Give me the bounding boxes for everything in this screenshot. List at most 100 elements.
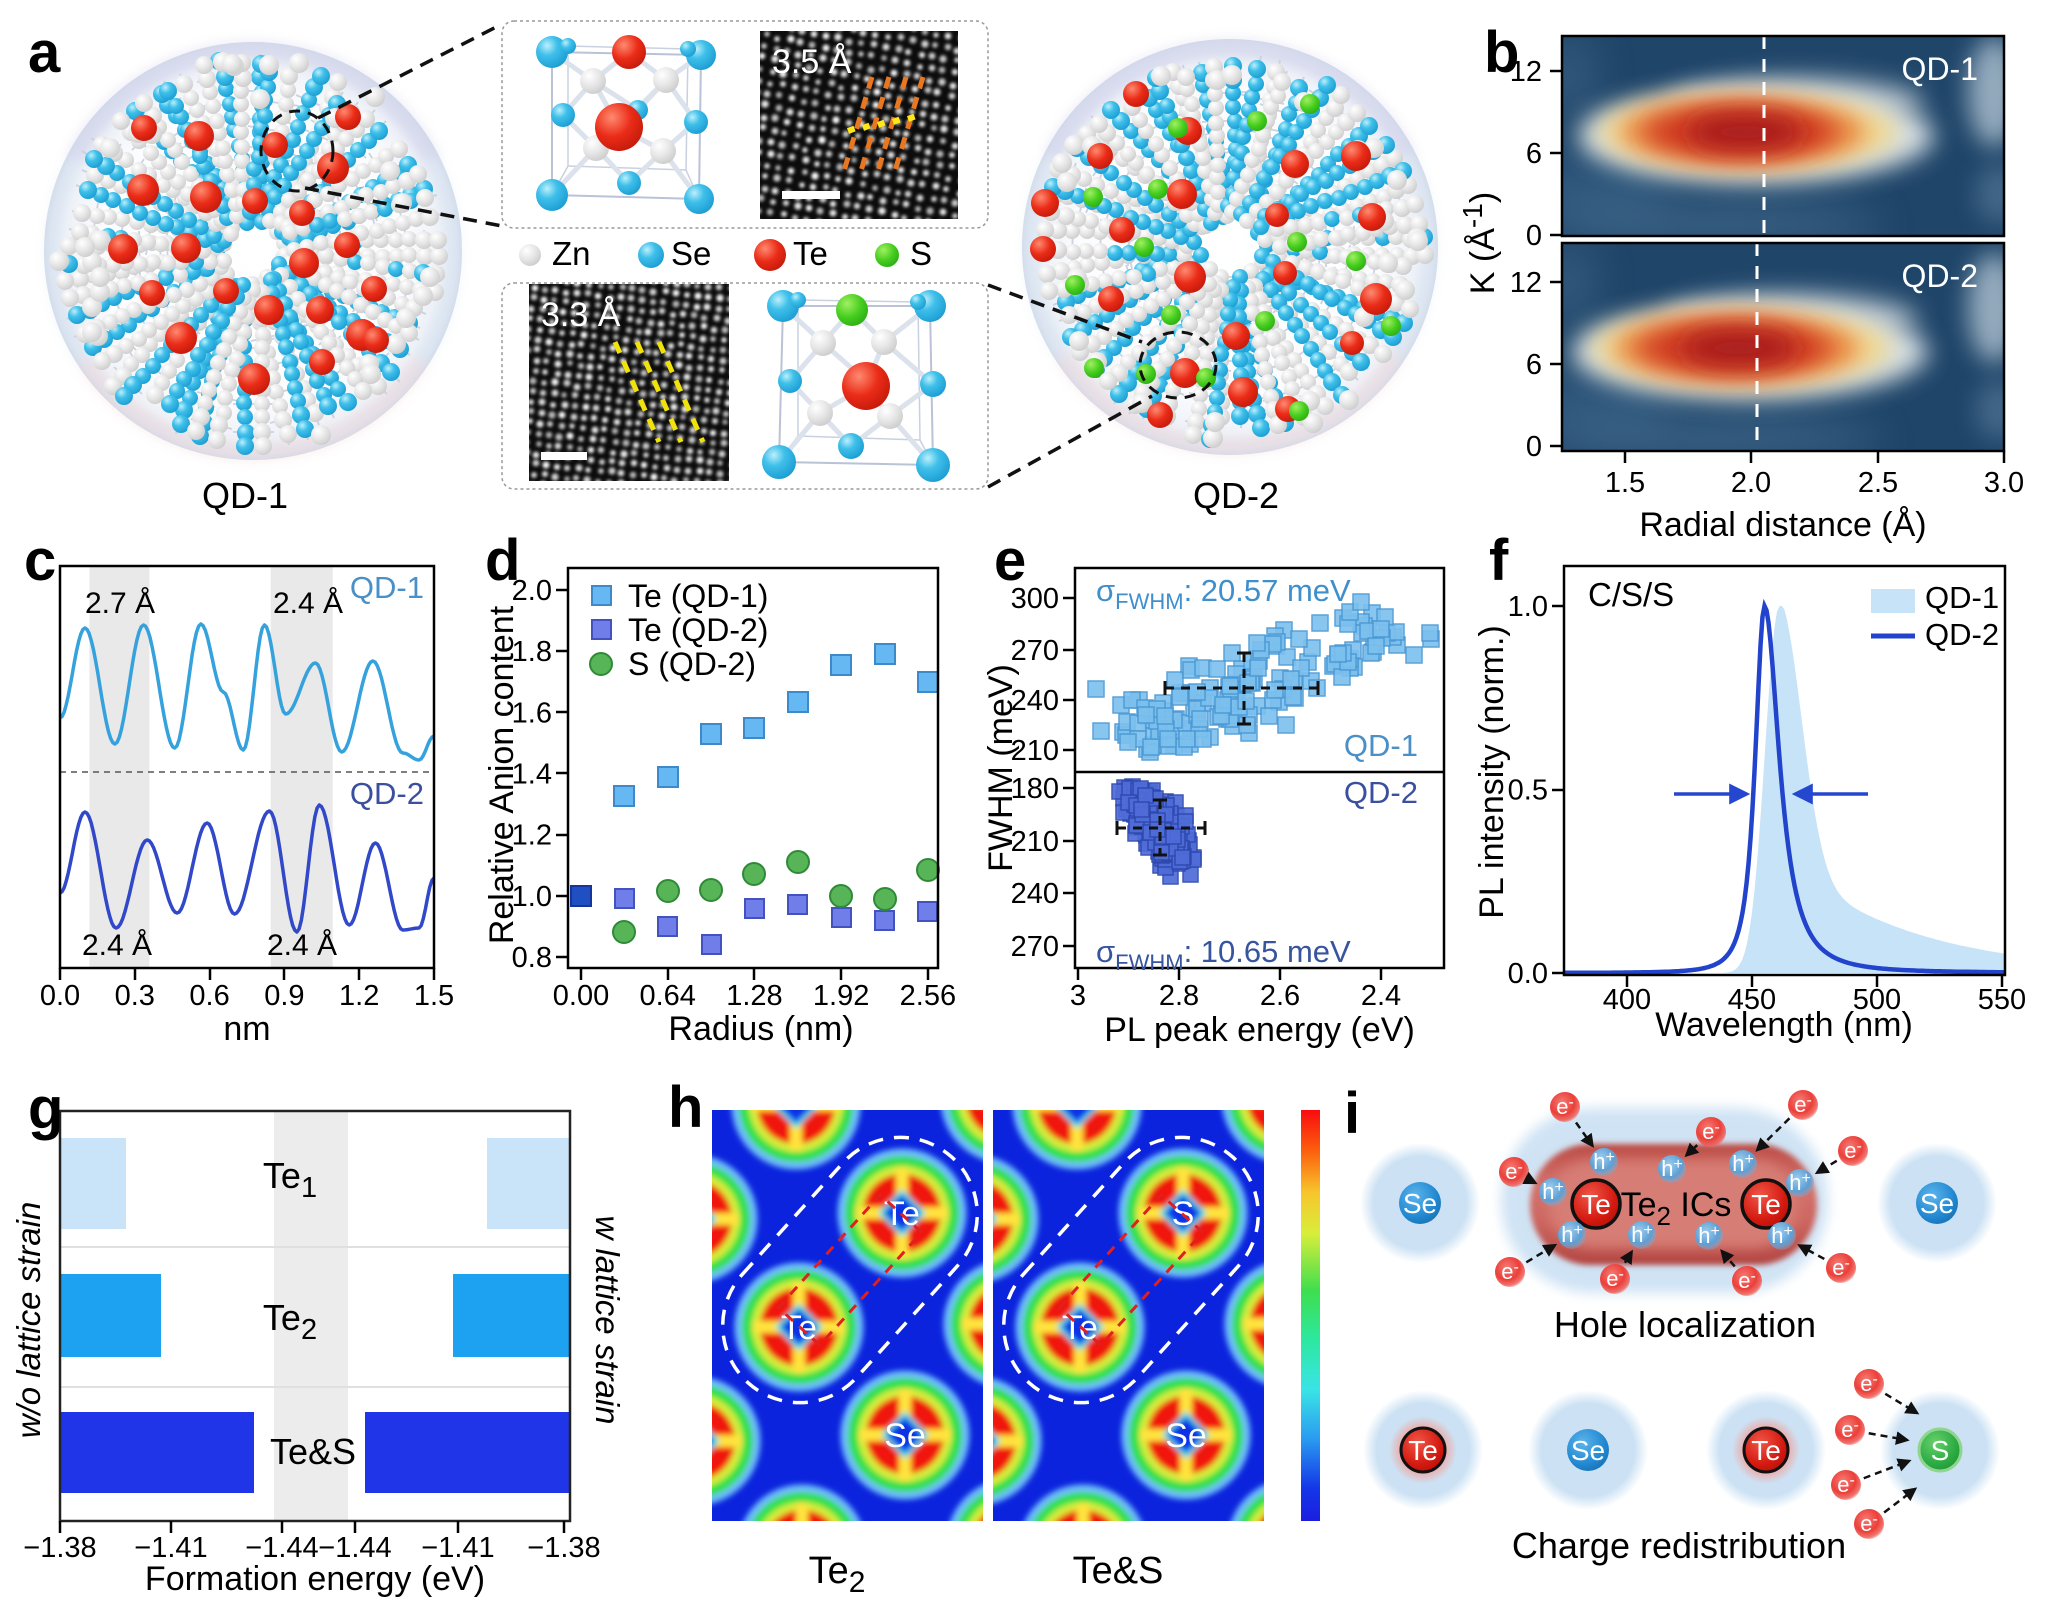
svg-text:1.2: 1.2: [339, 980, 379, 1012]
svg-text:0.00: 0.00: [553, 980, 609, 1012]
svg-text:Wavelength (nm): Wavelength (nm): [1655, 1006, 1913, 1044]
svg-text:Te2: Te2: [809, 1550, 866, 1599]
svg-text:1.5: 1.5: [414, 980, 454, 1012]
svg-text:Se: Se: [1571, 1435, 1605, 1466]
svg-text:nm: nm: [223, 1010, 270, 1048]
svg-text:1.6: 1.6: [512, 697, 552, 729]
svg-text:QD-2: QD-2: [350, 776, 424, 811]
svg-text:2.5: 2.5: [1858, 467, 1898, 499]
svg-text:1.5: 1.5: [1605, 467, 1645, 499]
svg-text:w lattice strain: w lattice strain: [589, 1215, 626, 1424]
svg-text:g: g: [28, 1076, 63, 1141]
svg-text:Charge redistribution: Charge redistribution: [1512, 1525, 1846, 1566]
svg-text:Te&S: Te&S: [1073, 1550, 1164, 1592]
svg-text:1.8: 1.8: [512, 636, 552, 668]
svg-text:QD-1: QD-1: [1925, 580, 1999, 615]
svg-text:2.7 Å: 2.7 Å: [85, 587, 155, 620]
svg-text:0.9: 0.9: [264, 980, 304, 1012]
svg-text:−1.38: −1.38: [527, 1532, 600, 1564]
svg-text:3: 3: [1070, 980, 1086, 1012]
svg-text:0.6: 0.6: [189, 980, 229, 1012]
svg-text:PL intensity (norm.): PL intensity (norm.): [1473, 625, 1511, 919]
svg-text:2.4 Å: 2.4 Å: [267, 929, 337, 962]
svg-text:Se: Se: [1165, 1417, 1207, 1455]
svg-text:0.8: 0.8: [512, 942, 552, 974]
svg-text:−1.44: −1.44: [318, 1532, 391, 1564]
svg-text:QD-1: QD-1: [1902, 51, 1978, 87]
svg-text:QD-1: QD-1: [1344, 728, 1418, 763]
svg-text:0: 0: [1526, 220, 1542, 252]
svg-text:h: h: [668, 1075, 703, 1140]
svg-text:PL peak energy (eV): PL peak energy (eV): [1104, 1011, 1415, 1049]
svg-text:240: 240: [1011, 685, 1059, 717]
svg-text:f: f: [1489, 528, 1509, 593]
svg-text:Se: Se: [884, 1417, 926, 1455]
svg-text:Te (QD-2): Te (QD-2): [628, 612, 768, 648]
svg-text:400: 400: [1603, 984, 1651, 1016]
svg-text:3.0: 3.0: [1984, 467, 2024, 499]
svg-text:Radial distance (Å): Radial distance (Å): [1639, 506, 1926, 544]
svg-text:QD-2: QD-2: [1344, 775, 1418, 810]
svg-text:2.6: 2.6: [1260, 980, 1300, 1012]
svg-text:b: b: [1484, 20, 1519, 85]
svg-text:0.64: 0.64: [639, 980, 695, 1012]
svg-text:Relative Anion content: Relative Anion content: [483, 605, 521, 944]
svg-text:QD-2: QD-2: [1925, 617, 1999, 652]
svg-text:1.0: 1.0: [1508, 591, 1548, 623]
svg-text:FWHM (meV): FWHM (meV): [982, 664, 1020, 872]
svg-text:−1.44: −1.44: [245, 1532, 318, 1564]
svg-text:−1.38: −1.38: [23, 1532, 96, 1564]
svg-text:Zn: Zn: [552, 235, 591, 272]
svg-text:Te: Te: [1581, 1189, 1611, 1220]
svg-text:270: 270: [1011, 635, 1059, 667]
svg-text:6: 6: [1526, 349, 1542, 381]
svg-text:S: S: [1931, 1435, 1950, 1466]
svg-text:a: a: [28, 20, 61, 85]
svg-text:Te: Te: [1751, 1189, 1781, 1220]
svg-text:Te: Te: [793, 235, 828, 272]
svg-text:0.0: 0.0: [1508, 958, 1548, 990]
svg-text:0.3: 0.3: [115, 980, 155, 1012]
svg-text:270: 270: [1011, 931, 1059, 963]
svg-text:0.5: 0.5: [1508, 775, 1548, 807]
svg-text:S: S: [910, 235, 932, 272]
svg-text:240: 240: [1011, 878, 1059, 910]
svg-text:3.5 Å: 3.5 Å: [772, 43, 852, 81]
svg-text:2.8: 2.8: [1159, 980, 1199, 1012]
svg-text:e: e: [994, 528, 1026, 593]
svg-text:2.4 Å: 2.4 Å: [82, 929, 152, 962]
svg-text:500: 500: [1853, 984, 1901, 1016]
svg-text:3.3 Å: 3.3 Å: [541, 296, 621, 334]
svg-text:6: 6: [1526, 138, 1542, 170]
svg-text:Se: Se: [1920, 1188, 1954, 1219]
svg-text:QD-1: QD-1: [350, 570, 424, 605]
svg-text:−1.41: −1.41: [421, 1532, 494, 1564]
svg-text:w/o lattice strain: w/o lattice strain: [10, 1202, 47, 1439]
svg-text:180: 180: [1011, 773, 1059, 805]
svg-text:0.0: 0.0: [40, 980, 80, 1012]
svg-text:σFWHM: 20.57 meV: σFWHM: 20.57 meV: [1096, 573, 1351, 614]
svg-text:Te (QD-1): Te (QD-1): [628, 578, 768, 614]
svg-text:Formation energy (eV): Formation energy (eV): [145, 1560, 485, 1598]
svg-text:550: 550: [1978, 984, 2026, 1016]
svg-text:C/S/S: C/S/S: [1588, 576, 1674, 613]
svg-text:12: 12: [1510, 267, 1542, 299]
svg-text:Se: Se: [671, 235, 711, 272]
svg-text:Se: Se: [1403, 1188, 1437, 1219]
svg-text:Hole localization: Hole localization: [1554, 1304, 1816, 1345]
svg-text:Radius (nm): Radius (nm): [668, 1010, 853, 1048]
svg-text:Te: Te: [1408, 1435, 1438, 1466]
svg-text:d: d: [485, 528, 520, 593]
svg-text:2.0: 2.0: [1731, 467, 1771, 499]
svg-text:c: c: [24, 528, 56, 593]
svg-text:210: 210: [1011, 826, 1059, 858]
svg-text:450: 450: [1728, 984, 1776, 1016]
svg-text:S (QD-2): S (QD-2): [628, 646, 756, 682]
svg-text:2.4 Å: 2.4 Å: [273, 587, 343, 620]
svg-text:1.2: 1.2: [512, 820, 552, 852]
svg-text:i: i: [1344, 1081, 1360, 1146]
svg-text:2.4: 2.4: [1361, 980, 1401, 1012]
svg-text:Te: Te: [1751, 1435, 1781, 1466]
svg-text:Te&S: Te&S: [270, 1431, 356, 1472]
svg-text:0: 0: [1526, 431, 1542, 463]
